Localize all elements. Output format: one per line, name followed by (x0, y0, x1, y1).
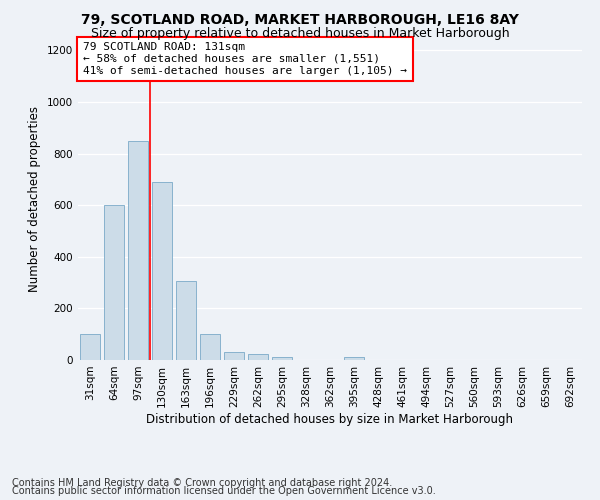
Bar (176, 282, 196, 360)
Bar (344, 356, 364, 360)
Bar (200, 334, 220, 360)
Text: 79 SCOTLAND ROAD: 131sqm
← 58% of detached houses are smaller (1,551)
41% of sem: 79 SCOTLAND ROAD: 131sqm ← 58% of detach… (83, 42, 407, 76)
X-axis label: Distribution of detached houses by size in Market Harborough: Distribution of detached houses by size … (146, 412, 514, 426)
Bar (104, 205, 124, 360)
Bar (80, 334, 100, 360)
Bar (224, 352, 244, 360)
Text: Contains HM Land Registry data © Crown copyright and database right 2024.: Contains HM Land Registry data © Crown c… (12, 478, 392, 488)
Bar (152, 182, 172, 360)
Y-axis label: Number of detached properties: Number of detached properties (28, 106, 41, 292)
Text: Contains public sector information licensed under the Open Government Licence v3: Contains public sector information licen… (12, 486, 436, 496)
Bar (248, 354, 268, 360)
Text: 79, SCOTLAND ROAD, MARKET HARBOROUGH, LE16 8AY: 79, SCOTLAND ROAD, MARKET HARBOROUGH, LE… (81, 12, 519, 26)
Bar (128, 140, 148, 360)
Bar (272, 358, 292, 360)
Text: Size of property relative to detached houses in Market Harborough: Size of property relative to detached ho… (91, 28, 509, 40)
